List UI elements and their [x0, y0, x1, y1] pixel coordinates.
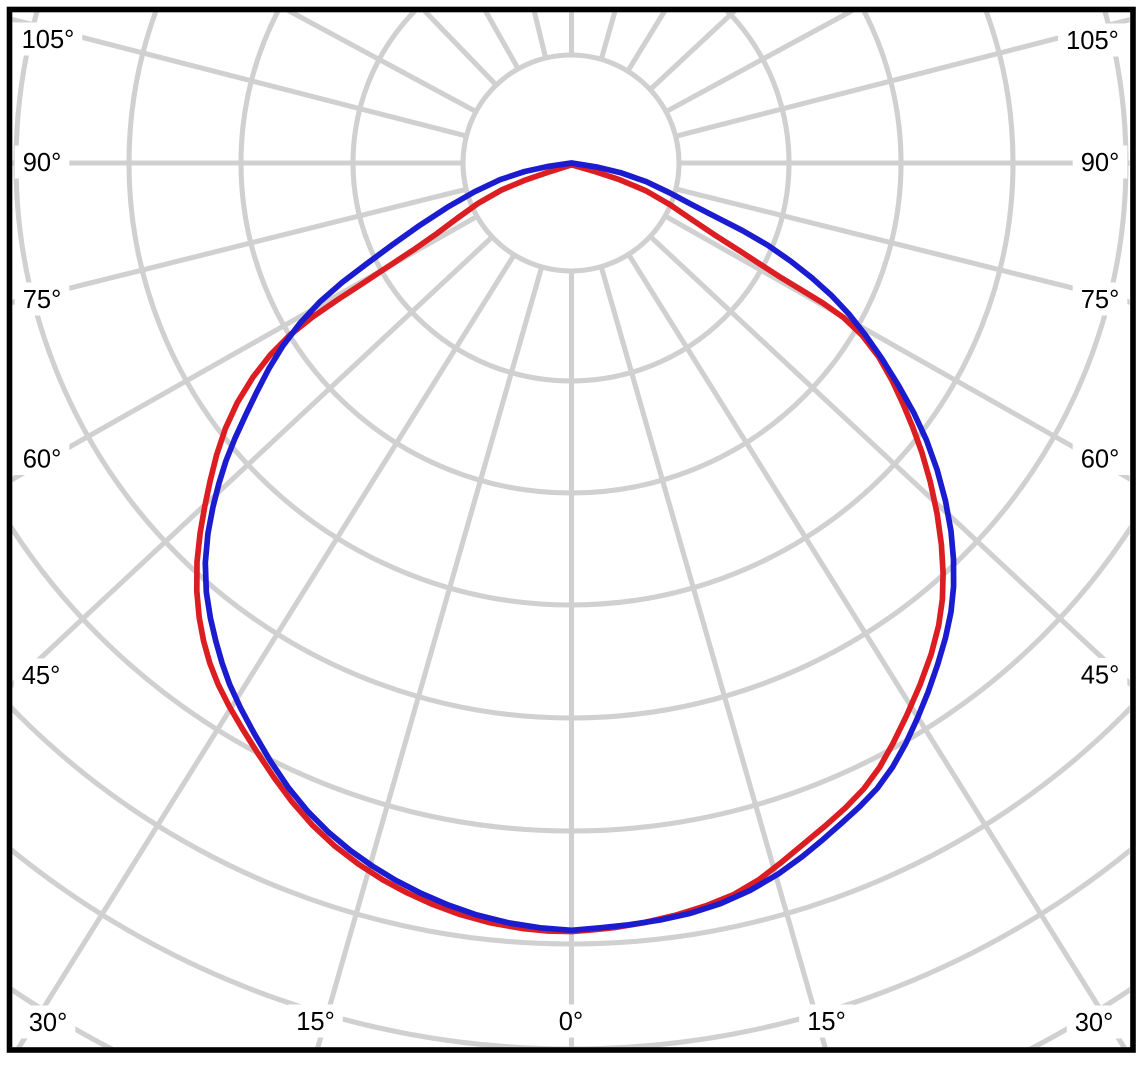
svg-text:30°: 30° — [1075, 1009, 1114, 1037]
svg-text:90°: 90° — [23, 149, 62, 177]
svg-text:75°: 75° — [23, 286, 62, 314]
svg-text:60°: 60° — [23, 446, 62, 474]
svg-text:105°: 105° — [22, 26, 75, 54]
svg-text:30°: 30° — [29, 1009, 68, 1037]
svg-text:60°: 60° — [1081, 446, 1120, 474]
svg-text:0°: 0° — [559, 1008, 583, 1036]
svg-text:15°: 15° — [807, 1008, 846, 1036]
svg-text:105°: 105° — [1066, 27, 1119, 55]
svg-text:75°: 75° — [1081, 286, 1120, 314]
svg-text:90°: 90° — [1081, 149, 1120, 177]
svg-text:45°: 45° — [22, 662, 61, 690]
svg-text:45°: 45° — [1081, 662, 1120, 690]
svg-text:15°: 15° — [296, 1008, 335, 1036]
